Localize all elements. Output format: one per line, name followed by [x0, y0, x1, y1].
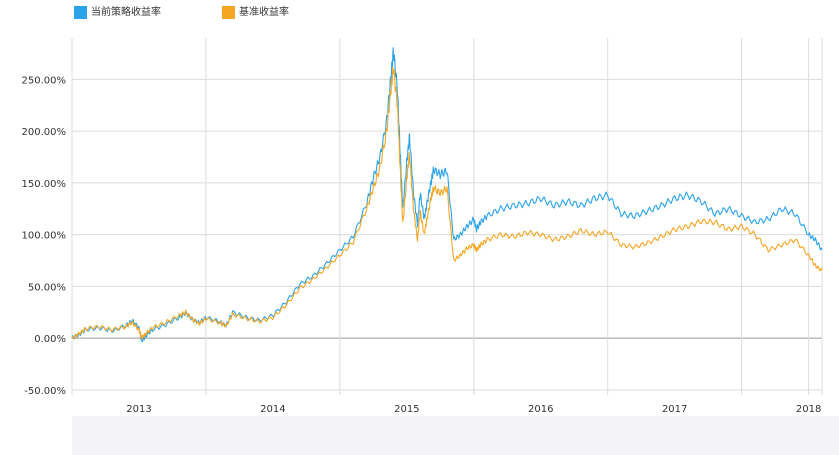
y-tick-label: 150.00%	[22, 179, 67, 190]
y-tick-label: 250.00%	[22, 75, 67, 86]
navigator-strip[interactable]	[72, 416, 839, 455]
x-tick-label: 2016	[528, 404, 553, 415]
x-tick-label: 2013	[126, 404, 151, 415]
y-tick-label: 0.00%	[34, 334, 66, 345]
series-line-strategy	[71, 47, 823, 343]
legend-item-strategy[interactable]: 当前策略收益率	[74, 6, 161, 19]
y-tick-label: 100.00%	[22, 231, 67, 242]
x-tick-label: 2015	[394, 404, 419, 415]
x-tick-label: 2018	[796, 404, 821, 415]
x-tick-label: 2017	[662, 404, 687, 415]
y-tick-label: 200.00%	[22, 127, 67, 138]
legend-item-benchmark[interactable]: 基准收益率	[222, 6, 289, 19]
x-tick-label: 2014	[260, 404, 285, 415]
chart-legend: 当前策略收益率 基准收益率	[0, 0, 839, 24]
legend-swatch-benchmark	[222, 6, 235, 19]
legend-swatch-strategy	[74, 6, 87, 19]
series-line-benchmark	[71, 66, 823, 341]
y-tick-label: 50.00%	[28, 282, 66, 293]
legend-label-strategy: 当前策略收益率	[91, 7, 161, 18]
legend-label-benchmark: 基准收益率	[239, 7, 289, 18]
y-tick-label: -50.00%	[24, 386, 66, 397]
